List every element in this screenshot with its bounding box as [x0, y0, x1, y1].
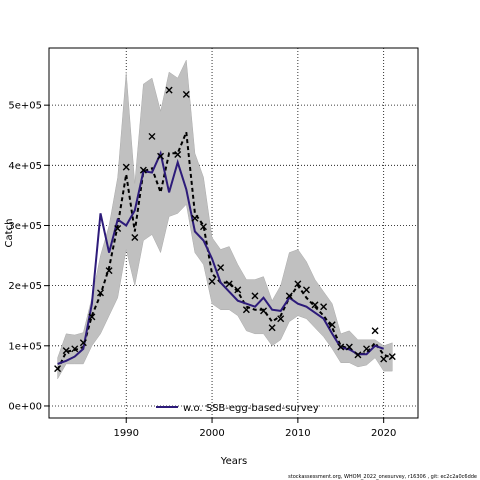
- observed-point-marker: [277, 315, 285, 323]
- y-axis: 0e+00 1e+05 2e+05 3e+05 4e+05 5e+05: [8, 101, 49, 412]
- observed-point-marker: [182, 90, 190, 98]
- confidence-band-area: [57, 59, 393, 380]
- series-line-estimate: [56, 131, 393, 371]
- x-axis: 1990 2000 2010 2020: [114, 418, 396, 439]
- observed-point-marker: [380, 355, 388, 363]
- observed-point-marker: [285, 292, 293, 300]
- observation-markers: [54, 86, 396, 373]
- observed-point-marker: [260, 307, 268, 315]
- x-axis-title: Years: [220, 456, 247, 467]
- observed-point-marker: [199, 223, 207, 231]
- observed-point-marker: [71, 345, 79, 353]
- observed-point-marker: [320, 303, 328, 311]
- y-tick-label: 2e+05: [8, 281, 42, 292]
- observed-point-marker: [174, 150, 182, 158]
- legend: w.o. SSB-egg-based-survey: [156, 403, 319, 414]
- y-axis-title: Catch: [4, 219, 15, 248]
- observed-point-marker: [268, 324, 276, 332]
- observed-point-marker: [122, 163, 130, 171]
- observed-point-marker: [311, 301, 319, 309]
- observed-point-marker: [217, 264, 225, 272]
- y-tick-label: 0e+00: [8, 401, 42, 412]
- observed-point-marker: [96, 289, 104, 297]
- y-tick-label: 5e+05: [8, 101, 42, 112]
- observed-point-marker: [105, 267, 113, 275]
- observed-point-marker: [363, 345, 371, 353]
- x-tick-label: 2000: [199, 428, 224, 439]
- observed-point-marker: [157, 152, 165, 160]
- observed-point-marker: [388, 353, 396, 361]
- x-tick-label: 2010: [285, 428, 310, 439]
- observed-point-marker: [294, 280, 302, 288]
- observed-point-marker: [234, 286, 242, 294]
- series-line-w-o-ssb-egg-based-survey: [57, 150, 385, 365]
- observed-point-marker: [139, 166, 147, 174]
- observed-point-marker: [328, 321, 336, 329]
- plot-frame: [48, 47, 419, 419]
- observed-point-marker: [79, 339, 87, 347]
- observed-point-marker: [345, 343, 353, 351]
- observed-point-marker: [208, 277, 216, 285]
- y-tick-label: 3e+05: [8, 221, 42, 232]
- observed-point-marker: [191, 214, 199, 222]
- observed-point-marker: [242, 306, 250, 314]
- observed-point-marker: [114, 224, 122, 232]
- series-lines: [56, 131, 393, 371]
- y-tick-label: 4e+05: [8, 161, 42, 172]
- observed-point-marker: [251, 292, 259, 300]
- observed-point-marker: [225, 280, 233, 288]
- legend-entry-label: w.o. SSB-egg-based-survey: [183, 403, 319, 414]
- observed-point-marker: [371, 327, 379, 335]
- observed-point-marker: [54, 365, 62, 373]
- x-tick-label: 1990: [114, 428, 139, 439]
- x-tick-label: 2020: [371, 428, 396, 439]
- observed-point-marker: [337, 343, 345, 351]
- observed-point-marker: [88, 313, 96, 321]
- observed-point-marker: [165, 86, 173, 94]
- observed-point-marker: [131, 234, 139, 242]
- observed-point-marker: [62, 347, 70, 355]
- observed-point-marker: [302, 286, 310, 294]
- footer-credit: stockassessment.org, WHOM_2022_onesurvey…: [288, 474, 477, 480]
- observed-point-marker: [354, 351, 362, 359]
- confidence-band: [57, 59, 393, 380]
- observed-point-marker: [148, 132, 156, 140]
- y-tick-label: 1e+05: [8, 341, 42, 352]
